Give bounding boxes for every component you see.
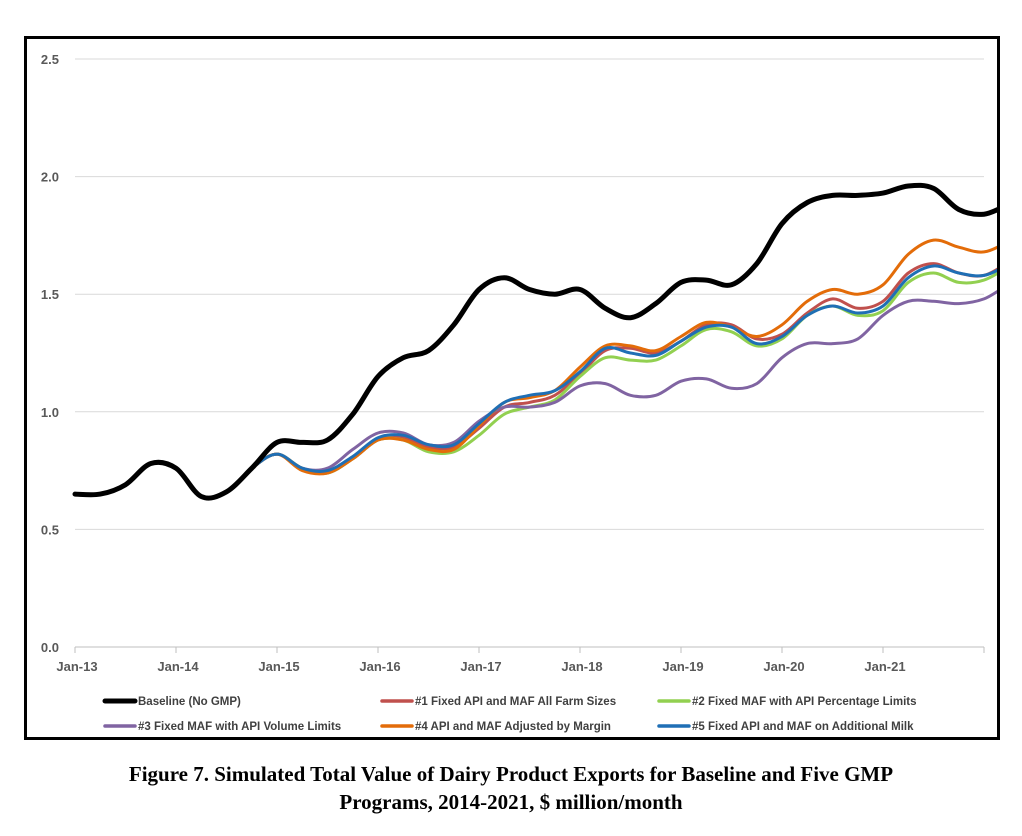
x-tick-label: Jan-19	[662, 659, 703, 674]
figure-caption: Figure 7. Simulated Total Value of Dairy…	[0, 760, 1022, 816]
y-tick-label: 0.0	[41, 640, 59, 655]
x-tick-label: Jan-16	[359, 659, 400, 674]
x-tick-label: Jan-17	[460, 659, 501, 674]
y-tick-label: 2.0	[41, 170, 59, 185]
series-line-3	[73, 289, 997, 500]
legend-label-0: Baseline (No GMP)	[138, 696, 241, 708]
line-chart: 0.0 0.5 1.0 1.5 2.0 2.5 Jan-13 Jan-14 Jan-15 Jan-…	[41, 52, 997, 733]
legend-label-2: #2 Fixed MAF with API Percentage Limits	[692, 696, 917, 708]
legend-label-4: #4 API and MAF Adjusted by Margin	[415, 721, 611, 733]
x-tick-label: Jan-21	[864, 659, 905, 674]
caption-line-1: Figure 7. Simulated Total Value of Dairy…	[128, 762, 894, 786]
series-line-5	[73, 264, 997, 500]
y-tick-label: 2.5	[41, 52, 59, 67]
gridlines	[74, 58, 985, 653]
series-line-4	[73, 238, 997, 500]
x-tick-label: Jan-13	[56, 659, 97, 674]
y-tick-label: 1.5	[41, 287, 59, 302]
series-line-2	[73, 271, 997, 500]
legend: Baseline (No GMP) #1 Fixed API and MAF Al…	[102, 696, 917, 733]
x-tick-label: Jan-20	[763, 659, 804, 674]
series-line-1	[73, 262, 997, 500]
series-line-0	[72, 182, 997, 501]
chart-frame: 0.0 0.5 1.0 1.5 2.0 2.5 Jan-13 Jan-14 Jan-15 Jan-…	[24, 36, 1000, 740]
legend-label-3: #3 Fixed MAF with API Volume Limits	[138, 721, 341, 733]
legend-label-1: #1 Fixed API and MAF All Farm Sizes	[415, 696, 616, 708]
y-tick-label: 1.0	[41, 405, 59, 420]
tick-labels: 0.0 0.5 1.0 1.5 2.0 2.5 Jan-13 Jan-14 Jan-15 Jan-…	[41, 52, 906, 674]
series-lines	[72, 182, 997, 501]
x-tick-label: Jan-14	[157, 659, 199, 674]
x-tick-label: Jan-18	[561, 659, 602, 674]
caption-line-2: Programs, 2014-2021, $ million/month	[339, 790, 683, 814]
y-tick-label: 0.5	[41, 522, 59, 537]
x-tick-label: Jan-15	[258, 659, 299, 674]
legend-label-5: #5 Fixed API and MAF on Additional Milk	[692, 721, 914, 733]
